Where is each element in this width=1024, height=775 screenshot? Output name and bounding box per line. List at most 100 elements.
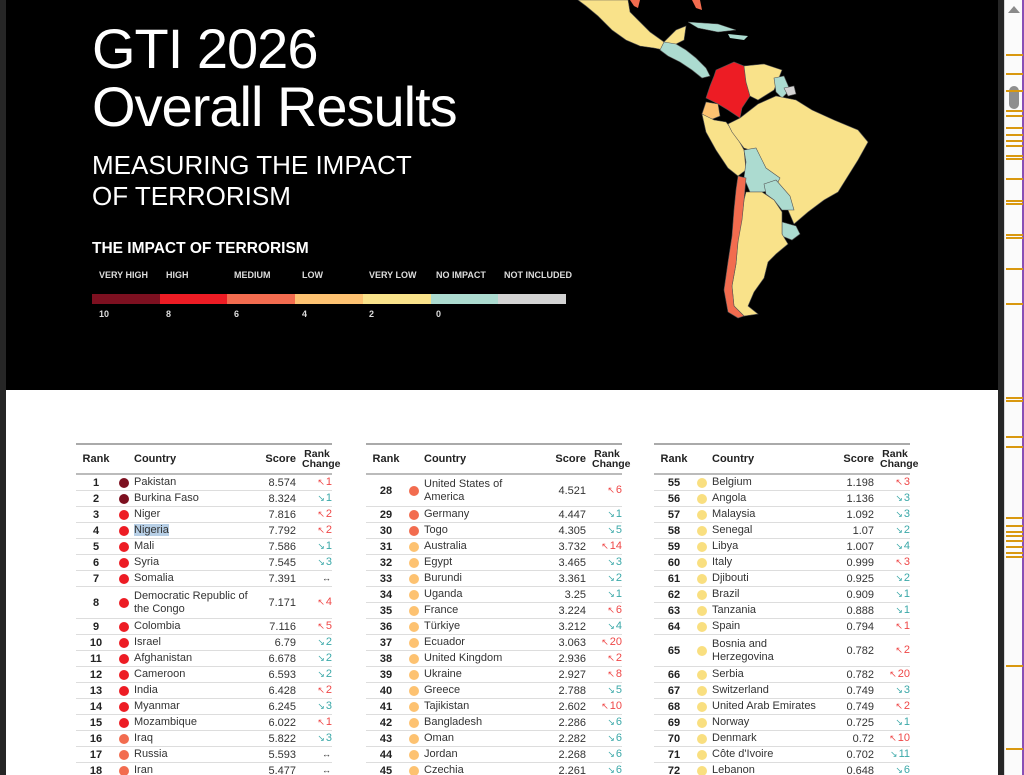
country-cell[interactable]: Ecuador bbox=[422, 636, 540, 649]
score-cell: 3.732 bbox=[558, 540, 586, 553]
country-cell[interactable]: Iran bbox=[132, 764, 250, 775]
country-cell[interactable]: Oman bbox=[422, 732, 540, 745]
rank-change-value: 1 bbox=[615, 588, 622, 600]
country-cell[interactable]: Uganda bbox=[422, 588, 540, 601]
country-cell[interactable]: Bangladesh bbox=[422, 716, 540, 729]
rank-change-value: 6 bbox=[903, 764, 910, 775]
score-cell: 2.282 bbox=[558, 732, 586, 745]
rank-cell: 55 bbox=[667, 476, 681, 489]
header-rank: Rank bbox=[660, 453, 688, 465]
country-cell[interactable]: Greece bbox=[422, 684, 540, 697]
arrow-left-right-icon: ↔ bbox=[322, 765, 331, 775]
country-cell[interactable]: Mozambique bbox=[132, 716, 250, 729]
country-cell[interactable]: France bbox=[422, 604, 540, 617]
country-cell[interactable]: Egypt bbox=[422, 556, 540, 569]
arrow-up-left-icon: ↖ bbox=[317, 509, 325, 519]
country-cell[interactable]: Mali bbox=[132, 540, 250, 553]
country-cell[interactable]: Türkiye bbox=[422, 620, 540, 633]
country-cell[interactable]: Côte d'Ivoire bbox=[710, 748, 828, 761]
country-cell[interactable]: Serbia bbox=[710, 668, 828, 681]
score-cell: 3.063 bbox=[558, 636, 586, 649]
country-name: Egypt bbox=[424, 556, 453, 568]
country-cell[interactable]: Tanzania bbox=[710, 604, 828, 617]
country-cell[interactable]: Myanmar bbox=[132, 700, 250, 713]
country-cell[interactable]: Iraq bbox=[132, 732, 250, 745]
score-cell: 0.648 bbox=[846, 764, 874, 775]
country-cell[interactable]: Burundi bbox=[422, 572, 540, 585]
country-cell[interactable]: Somalia bbox=[132, 572, 250, 585]
country-cell[interactable]: Pakistan bbox=[132, 476, 250, 489]
scrollbar-thumb[interactable] bbox=[1009, 86, 1019, 109]
score-cell: 6.245 bbox=[268, 700, 296, 713]
country-name: Tanzania bbox=[712, 604, 757, 616]
rank-change-value: 11 bbox=[898, 748, 910, 760]
rank-change-value: 1 bbox=[325, 492, 332, 504]
table-row: 5 Mali 7.586 ↘1 bbox=[76, 539, 332, 555]
country-cell[interactable]: Australia bbox=[422, 540, 540, 553]
country-cell[interactable]: United States of America bbox=[422, 478, 540, 504]
rank-change-cell: ↘5 bbox=[586, 685, 622, 696]
country-cell[interactable]: Cameroon bbox=[132, 668, 250, 681]
country-cell[interactable]: Djibouti bbox=[710, 572, 828, 585]
country-name: Germany bbox=[424, 508, 470, 520]
country-cell[interactable]: Jordan bbox=[422, 748, 540, 761]
table-row: 45 Czechia 2.261 ↘6 bbox=[366, 763, 622, 775]
country-cell[interactable]: Belgium bbox=[710, 476, 828, 489]
impact-dot-icon bbox=[409, 485, 419, 496]
impact-dot-icon bbox=[697, 765, 707, 775]
impact-dot-icon bbox=[409, 733, 419, 744]
country-cell[interactable]: Lebanon bbox=[710, 764, 828, 775]
score-cell: 4.521 bbox=[558, 484, 586, 497]
country-cell[interactable]: Brazil bbox=[710, 588, 828, 601]
rank-cell: 71 bbox=[667, 748, 681, 761]
country-cell[interactable]: Norway bbox=[710, 716, 828, 729]
country-cell[interactable]: Democratic Republic of the Congo bbox=[132, 590, 250, 616]
rank-cell: 35 bbox=[379, 604, 393, 617]
rank-cell: 58 bbox=[667, 524, 681, 537]
rank-cell: 67 bbox=[667, 684, 681, 697]
country-cell[interactable]: Syria bbox=[132, 556, 250, 569]
country-cell[interactable]: Angola bbox=[710, 492, 828, 505]
country-cell[interactable]: Ukraine bbox=[422, 668, 540, 681]
country-cell[interactable]: Russia bbox=[132, 748, 250, 761]
country-cell[interactable]: Bosnia and Herzegovina bbox=[710, 638, 828, 664]
country-cell[interactable]: Nigeria bbox=[132, 524, 250, 537]
rank-cell: 18 bbox=[89, 764, 103, 775]
rank-cell: 8 bbox=[92, 596, 100, 609]
country-cell[interactable]: Switzerland bbox=[710, 684, 828, 697]
country-cell[interactable]: Togo bbox=[422, 524, 540, 537]
search-match-marker bbox=[1006, 540, 1023, 542]
country-name: Colombia bbox=[134, 620, 181, 632]
country-cell[interactable]: United Arab Emirates bbox=[710, 700, 828, 713]
country-cell[interactable]: Colombia bbox=[132, 620, 250, 633]
country-cell[interactable]: United Kingdom bbox=[422, 652, 540, 665]
country-cell[interactable]: Libya bbox=[710, 540, 828, 553]
country-cell[interactable]: Malaysia bbox=[710, 508, 828, 521]
country-cell[interactable]: Denmark bbox=[710, 732, 828, 745]
country-cell[interactable]: Czechia bbox=[422, 764, 540, 775]
rank-change-value: 1 bbox=[615, 508, 622, 520]
country-cell[interactable]: Afghanistan bbox=[132, 652, 250, 665]
rank-change-cell: ↔ bbox=[296, 749, 332, 760]
country-cell[interactable]: Tajikistan bbox=[422, 700, 540, 713]
country-cell[interactable]: Burkina Faso bbox=[132, 492, 250, 505]
country-cell[interactable]: Niger bbox=[132, 508, 250, 521]
impact-dot-icon bbox=[697, 605, 707, 616]
rank-change-cell: ↘2 bbox=[874, 525, 910, 536]
scroll-up-arrow-icon[interactable] bbox=[1008, 6, 1020, 13]
country-cell[interactable]: India bbox=[132, 684, 250, 697]
country-cell[interactable]: Senegal bbox=[710, 524, 828, 537]
search-match-marker bbox=[1006, 145, 1023, 147]
score-cell: 7.586 bbox=[268, 540, 296, 553]
impact-dot-icon bbox=[409, 717, 419, 728]
country-cell[interactable]: Israel bbox=[132, 636, 250, 649]
impact-dot-icon bbox=[409, 637, 419, 648]
country-cell[interactable]: Italy bbox=[710, 556, 828, 569]
score-cell: 0.999 bbox=[846, 556, 874, 569]
rank-change-value: 6 bbox=[615, 484, 622, 496]
country-cell[interactable]: Spain bbox=[710, 620, 828, 633]
table-header: Rank Country Score Rank Change bbox=[366, 445, 631, 475]
country-cell[interactable]: Germany bbox=[422, 508, 540, 521]
arrow-down-right-icon: ↘ bbox=[895, 541, 903, 551]
vertical-scrollbar[interactable] bbox=[1004, 0, 1024, 775]
